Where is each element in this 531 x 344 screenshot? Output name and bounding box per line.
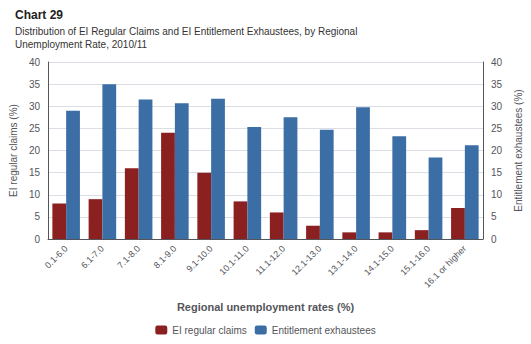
svg-text:13.1-14.0: 13.1-14.0: [326, 243, 360, 277]
svg-text:25: 25: [29, 123, 41, 134]
svg-text:10: 10: [29, 189, 41, 200]
svg-text:Entitlement exhaustees: Entitlement exhaustees: [272, 325, 376, 336]
svg-text:8.1-9.0: 8.1-9.0: [152, 243, 179, 270]
svg-text:10: 10: [491, 189, 503, 200]
svg-text:15: 15: [29, 167, 41, 178]
svg-text:15.1-16.0: 15.1-16.0: [398, 243, 432, 277]
svg-text:Distribution of EI Regular Cla: Distribution of EI Regular Claims and EI…: [15, 26, 357, 37]
svg-text:6.1-7.0: 6.1-7.0: [79, 243, 106, 270]
svg-text:11.1-12.0: 11.1-12.0: [254, 243, 287, 276]
svg-text:14.1-15.0: 14.1-15.0: [362, 243, 396, 277]
svg-text:25: 25: [491, 123, 503, 134]
svg-text:5: 5: [491, 211, 497, 222]
svg-text:40: 40: [29, 57, 41, 68]
svg-text:20: 20: [491, 145, 503, 156]
svg-text:15: 15: [491, 167, 503, 178]
svg-text:5: 5: [34, 211, 40, 222]
svg-text:9.1-10.0: 9.1-10.0: [184, 243, 214, 273]
svg-text:7.1-8.0: 7.1-8.0: [115, 243, 142, 270]
svg-text:40: 40: [491, 57, 503, 68]
svg-text:0: 0: [491, 234, 497, 245]
svg-text:12.1-13.0: 12.1-13.0: [289, 243, 323, 277]
svg-text:Chart 29: Chart 29: [15, 8, 63, 22]
svg-text:Unemployment Rate, 2010/11: Unemployment Rate, 2010/11: [15, 39, 148, 50]
svg-text:EI regular claims (%): EI regular claims (%): [8, 104, 19, 197]
svg-text:Regional unemployment rates (%: Regional unemployment rates (%): [177, 301, 355, 313]
svg-text:30: 30: [491, 101, 503, 112]
svg-text:35: 35: [29, 79, 41, 90]
svg-text:35: 35: [491, 79, 503, 90]
svg-text:10.1-11.0: 10.1-11.0: [217, 243, 250, 276]
svg-text:30: 30: [29, 101, 41, 112]
svg-text:20: 20: [29, 145, 41, 156]
svg-text:16.1 or higher: 16.1 or higher: [422, 243, 468, 289]
svg-text:Entitlement exhaustees (%): Entitlement exhaustees (%): [513, 89, 524, 211]
svg-text:0.1-6.0: 0.1-6.0: [43, 243, 70, 270]
svg-text:EI regular claims: EI regular claims: [172, 325, 246, 336]
svg-text:0: 0: [34, 234, 40, 245]
